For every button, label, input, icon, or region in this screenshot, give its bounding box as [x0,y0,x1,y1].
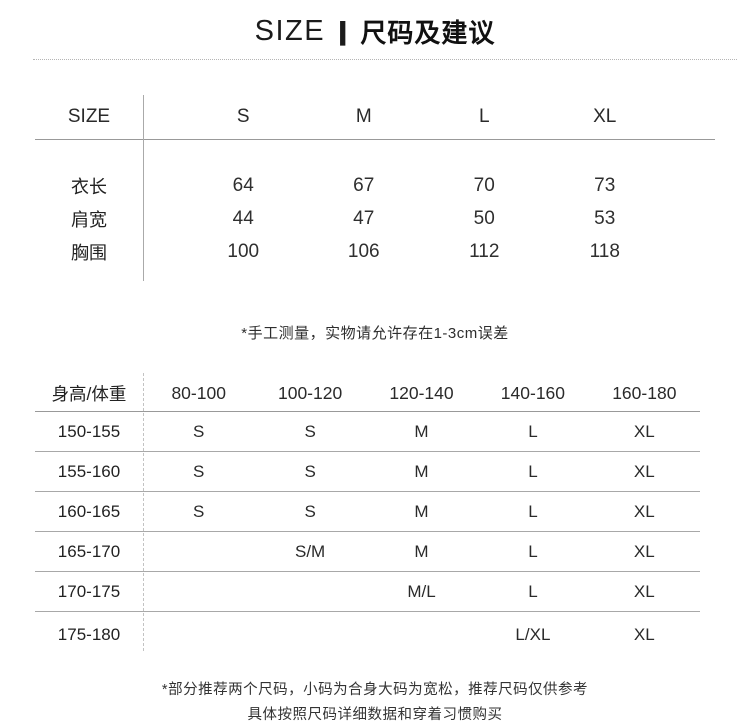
measurement-value: 64 [232,174,254,196]
recommended-size: S/M [294,541,326,561]
recommended-size: M/L [407,581,436,601]
weight-range-header: 140-160 [500,382,566,403]
recommended-size: L [528,501,538,521]
size-recommendation-table: 身高/体重 80-100 100-120 120-140 140-160 160… [35,373,700,657]
measurement-value: 44 [232,207,254,229]
recommended-size: XL [633,501,655,521]
recommended-size: S [304,461,316,481]
page-title: SIZE | 尺码及建议 [0,11,750,51]
recommendation-row: 155-160 S S M L XL [35,452,700,492]
measurement-value: 73 [594,174,616,196]
recommendation-row: 175-180 L/XL XL [35,612,700,657]
recommended-size: L [528,461,538,481]
size-table-body: 衣长 64 67 70 73 肩宽 44 47 50 53 胸围 [35,169,715,268]
recommended-size: S [193,421,205,441]
height-range-label: 160-165 [57,501,121,521]
measurement-value: 50 [473,207,495,229]
size-table-column-divider [143,95,144,281]
recommended-size [366,625,477,645]
recommended-size [143,582,254,602]
size-table-header-row: SIZE S M L XL [35,95,715,140]
measurement-value: 70 [473,174,495,196]
measurement-value: 106 [347,240,380,262]
height-weight-corner-label: 身高/体重 [51,383,127,404]
recommendation-row: 160-165 S S M L XL [35,492,700,532]
measurement-row: 胸围 100 106 112 118 [35,235,715,268]
measurement-row: 衣长 64 67 70 73 [35,169,715,202]
measurement-row: 肩宽 44 47 50 53 [35,202,715,235]
size-column-header: M [355,106,372,127]
weight-range-header: 120-140 [389,382,454,403]
measurement-value: 47 [353,207,375,229]
height-range-label: 150-155 [57,421,121,441]
recommended-size: XL [633,581,655,601]
weight-range-header: 160-180 [612,382,677,403]
measurement-label: 胸围 [71,242,107,263]
title-chinese: 尺码及建议 [360,17,496,48]
recommended-size: M [414,501,429,521]
recommended-size: M [414,461,429,481]
size-column-header: L [478,106,490,127]
recommended-size: S [304,501,316,521]
recommended-size: XL [633,421,655,441]
measurement-value: 53 [594,207,616,229]
recommended-size: M [414,421,429,441]
recommended-size [254,625,365,645]
footer-note-line2: 具体按照尺码详细数据和穿着习惯购买 [247,707,503,723]
recommended-size: S [304,421,316,441]
recommended-size: S [193,501,205,521]
recommendation-row: 150-155 S S M L XL [35,412,700,452]
height-range-label: 165-170 [57,541,121,561]
recommended-size [143,625,254,645]
size-table-corner-label: SIZE [67,106,111,127]
recommended-size: S [193,461,205,481]
size-column-header: S [236,106,250,127]
title-english: SIZE [254,14,326,47]
recommended-size: L/XL [515,624,551,644]
recommended-size: XL [633,624,655,644]
measurement-label: 肩宽 [71,209,107,230]
measurement-value: 100 [227,240,260,262]
recommended-size: L [528,541,538,561]
measurement-value: 112 [469,240,500,262]
recommended-size: XL [633,461,655,481]
size-column-header: XL [593,106,617,127]
recommended-size: L [528,421,538,441]
recommended-size: M [414,541,429,561]
measurement-value: 67 [353,174,375,196]
title-separator: | [336,15,349,46]
size-measurement-table: SIZE S M L XL 衣长 64 67 70 73 肩宽 [35,95,715,281]
recommended-size: L [528,581,538,601]
recommendation-header-row: 身高/体重 80-100 100-120 120-140 140-160 160… [35,375,700,412]
height-range-label: 170-175 [57,581,121,601]
measurement-value: 118 [589,240,620,262]
recommendation-row: 165-170 S/M M L XL [35,532,700,572]
dotted-divider [33,59,737,60]
measurement-label: 衣长 [71,176,107,197]
footer-note-line1: *部分推荐两个尺码，小码为合身大码为宽松，推荐尺码仅供参考 [161,682,589,698]
weight-range-header: 100-120 [277,382,343,403]
recommendation-row: 170-175 M/L L XL [35,572,700,612]
footer-notes: *部分推荐两个尺码，小码为合身大码为宽松，推荐尺码仅供参考 具体按照尺码详细数据… [0,678,750,728]
weight-range-header: 80-100 [171,382,226,403]
recommended-size [254,582,365,602]
recommended-size: XL [633,541,655,561]
height-range-label: 175-180 [57,624,121,644]
measurement-note: *手工测量，实物请允许存在1-3cm误差 [241,325,509,342]
recommended-size [143,542,254,562]
recommendation-table-column-divider [143,373,144,651]
height-range-label: 155-160 [57,461,121,481]
